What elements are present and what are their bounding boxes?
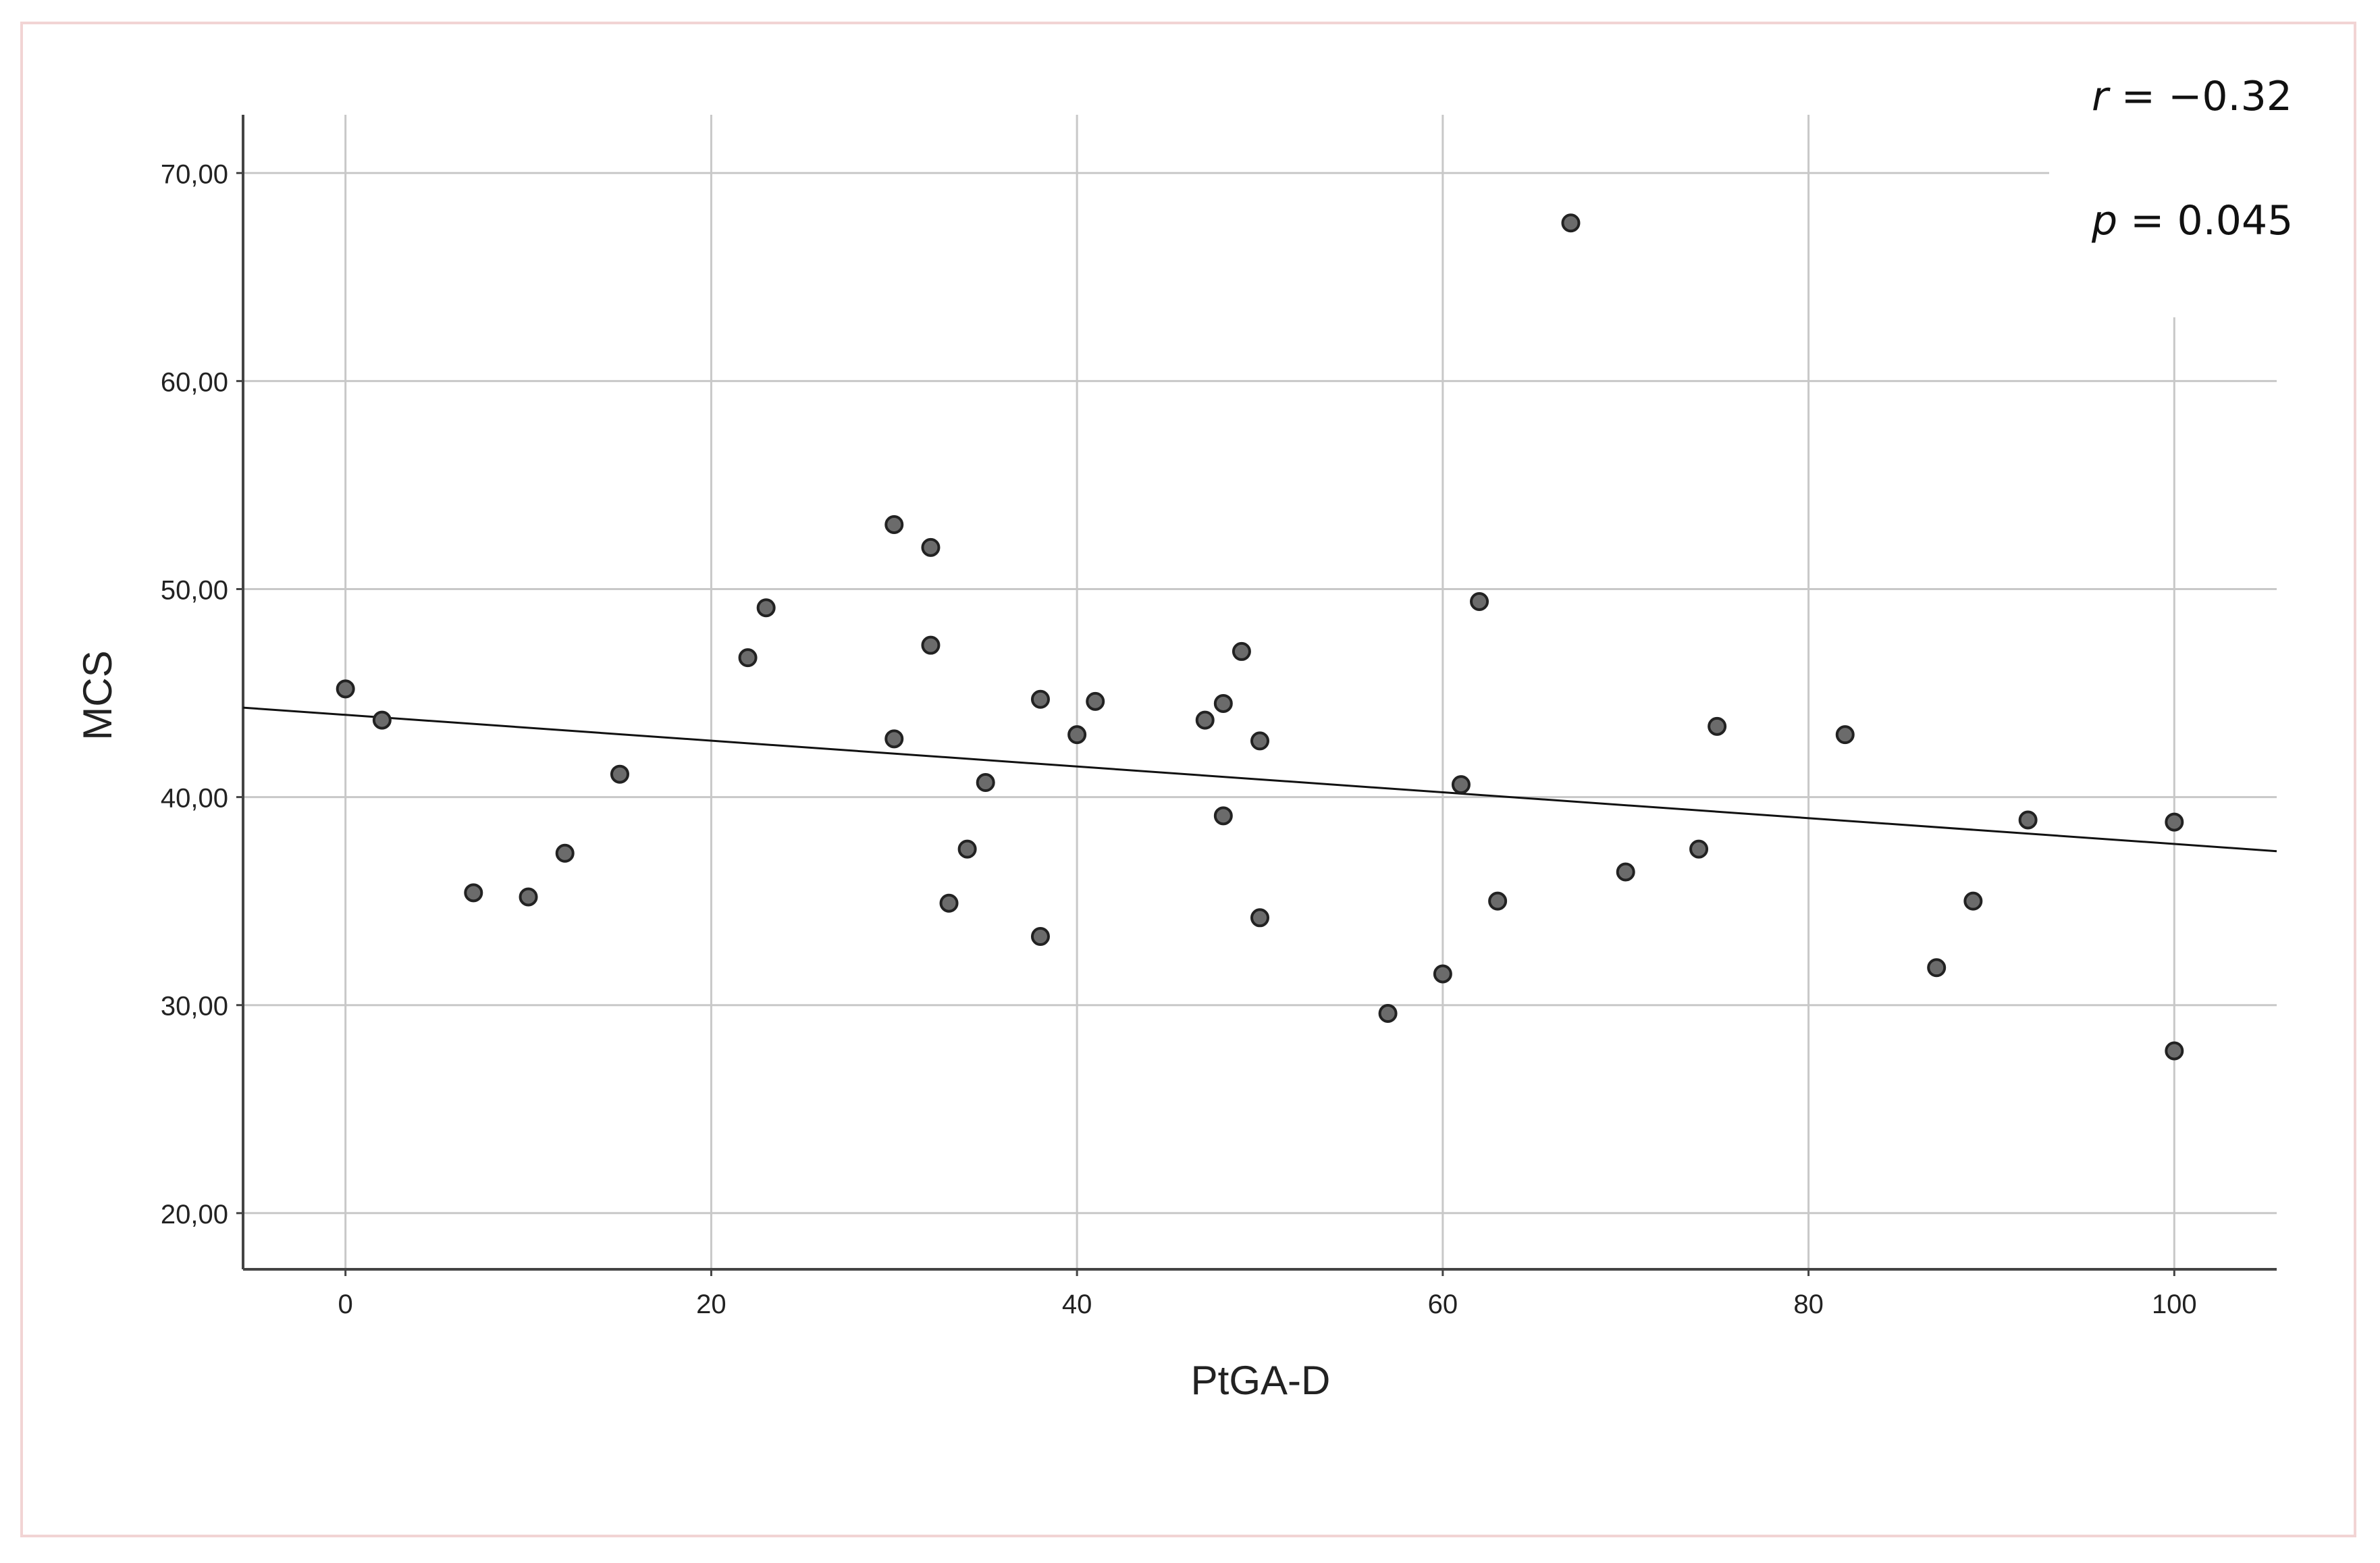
data-point xyxy=(464,883,483,903)
data-point xyxy=(336,679,355,699)
x-tick-label: 100 xyxy=(2152,1290,2197,1319)
y-tick-label: 20,00 xyxy=(161,1200,228,1229)
data-point xyxy=(884,514,904,534)
tick-labels: 20,00 30,00 40,00 50,00 60,00 70,00 0 20 40 60 80 1… xyxy=(161,159,2197,1319)
y-tick-label: 40,00 xyxy=(161,784,228,814)
data-point xyxy=(1488,891,1508,911)
data-point xyxy=(1927,958,1947,978)
data-point xyxy=(1963,891,1983,911)
data-point xyxy=(1835,725,1855,745)
data-point xyxy=(756,598,776,618)
p-symbol: p xyxy=(2092,197,2118,244)
data-point xyxy=(921,537,941,557)
data-point xyxy=(1250,731,1269,751)
data-point xyxy=(738,648,758,668)
r-symbol: r xyxy=(2092,73,2109,120)
data-point xyxy=(1689,839,1709,859)
data-point xyxy=(1232,641,1251,661)
x-axis-label: PtGA-D xyxy=(1191,1358,1331,1403)
data-point xyxy=(2165,1041,2184,1061)
y-axis-label: MCS xyxy=(75,650,120,740)
data-point xyxy=(1213,693,1233,713)
data-point xyxy=(1250,908,1269,928)
data-point xyxy=(976,773,995,793)
x-tick-label: 40 xyxy=(1062,1290,1092,1319)
figure-frame xyxy=(20,22,2356,1537)
data-point xyxy=(610,764,629,784)
data-point xyxy=(1561,213,1581,233)
data-points xyxy=(336,213,2184,1061)
data-point xyxy=(2018,810,2038,830)
data-point xyxy=(1067,725,1087,745)
data-point xyxy=(555,843,575,863)
correlation-annotation: r = −0.32 xyxy=(2092,73,2292,120)
data-point xyxy=(519,887,538,907)
x-tick-label: 80 xyxy=(1793,1290,1824,1319)
data-point xyxy=(1433,964,1452,984)
data-point xyxy=(372,710,392,730)
data-point xyxy=(1470,591,1489,611)
data-point xyxy=(1030,927,1050,947)
axes xyxy=(236,115,2277,1276)
data-point xyxy=(1378,1004,1398,1024)
data-point xyxy=(884,729,904,749)
x-tick-label: 0 xyxy=(338,1290,353,1319)
r-value: = −0.32 xyxy=(2121,73,2292,120)
data-point xyxy=(2165,812,2184,832)
fit-line xyxy=(242,706,2277,853)
y-tick-label: 70,00 xyxy=(161,159,228,189)
y-tick-label: 50,00 xyxy=(161,575,228,605)
p-value-annotation: p = 0.045 xyxy=(2092,197,2293,244)
p-value: = 0.045 xyxy=(2130,197,2294,244)
data-point xyxy=(921,635,941,655)
data-point xyxy=(1195,710,1215,730)
x-tick-label: 20 xyxy=(696,1290,726,1319)
data-point xyxy=(1451,775,1471,795)
grid-lines xyxy=(243,115,2277,1269)
data-point xyxy=(1708,716,1727,736)
y-tick-label: 30,00 xyxy=(161,992,228,1022)
data-point xyxy=(957,839,977,859)
data-point xyxy=(1030,689,1050,709)
y-tick-label: 60,00 xyxy=(161,367,228,397)
x-tick-label: 60 xyxy=(1428,1290,1458,1319)
data-point xyxy=(1616,862,1635,882)
data-point xyxy=(939,893,959,913)
data-point xyxy=(1086,691,1105,711)
data-point xyxy=(1213,806,1233,826)
